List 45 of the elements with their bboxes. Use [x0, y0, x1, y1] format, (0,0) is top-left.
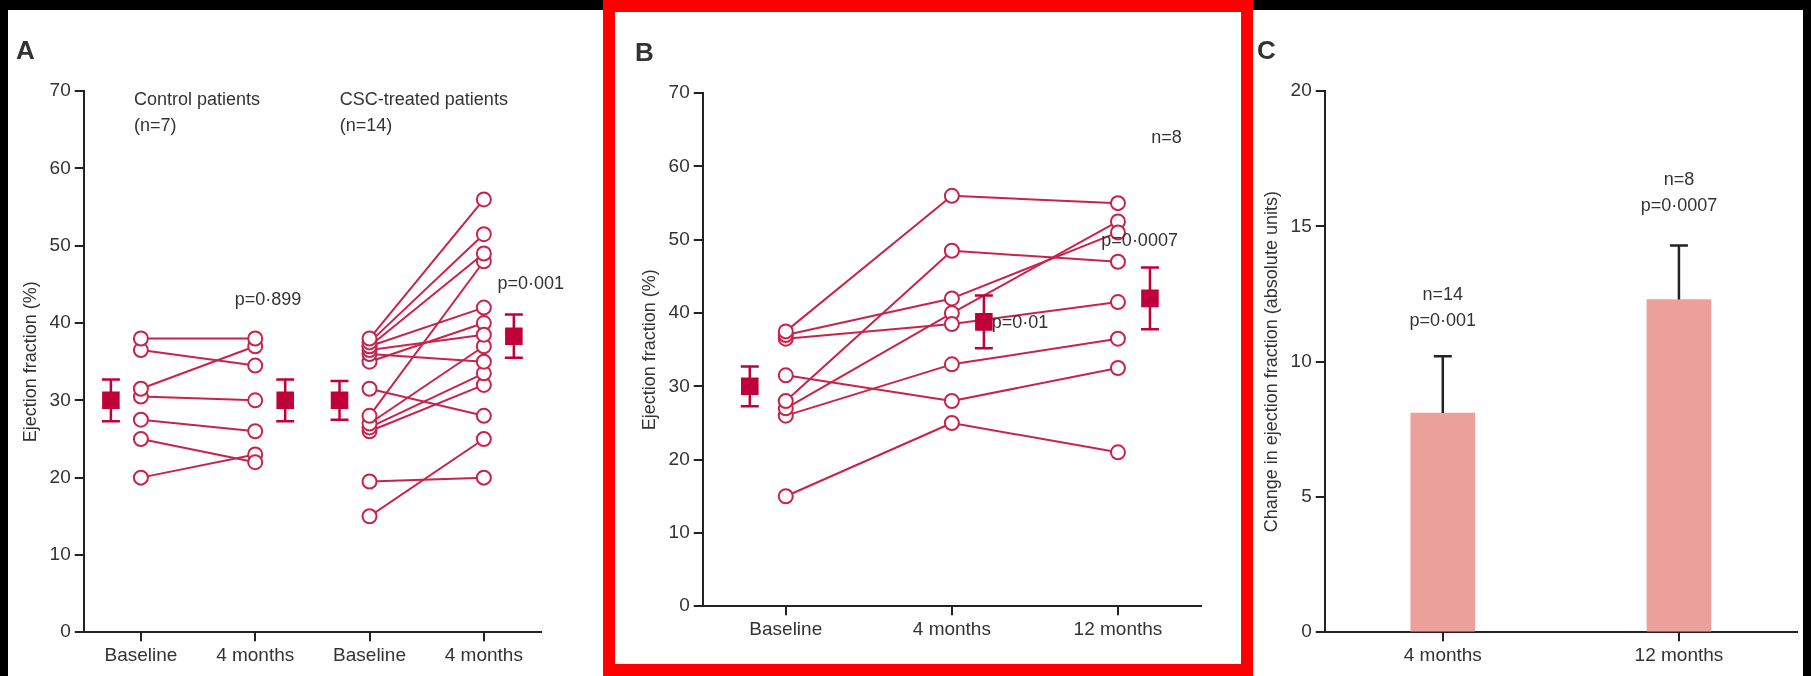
y-tick-label: 15 — [1290, 214, 1312, 236]
chart-title: A — [16, 34, 35, 65]
chart-title: B — [635, 36, 654, 67]
annotation: n=14 p=0·001 — [1409, 283, 1477, 330]
y-axis-title: Ejection fraction (%) — [638, 269, 659, 431]
annotation: n=8 — [1151, 127, 1182, 148]
y-tick-label: 70 — [668, 81, 690, 103]
x-tick-label: 12 months — [1073, 617, 1163, 639]
x-tick-label: 4 months — [1403, 643, 1482, 665]
x-tick-label: Baseline — [104, 643, 178, 665]
y-tick-label: 40 — [49, 311, 71, 333]
annotation: p=0·0007 — [1101, 229, 1178, 250]
y-tick-label: 70 — [49, 79, 71, 101]
y-tick-label: 50 — [49, 234, 71, 256]
x-tick-label: 4 months — [444, 643, 523, 665]
x-tick-label: 12 months — [1634, 643, 1724, 665]
y-tick-label: 0 — [1301, 620, 1312, 642]
y-tick-label: 20 — [49, 465, 71, 487]
chart-title: C — [1257, 34, 1276, 65]
y-tick-label: 30 — [668, 374, 690, 396]
y-tick-label: 10 — [1290, 349, 1312, 371]
x-tick-label: Baseline — [333, 643, 406, 665]
annotation: CSC-treated patients (n=14) — [339, 89, 508, 136]
y-tick-label: 10 — [668, 521, 690, 543]
y-tick-label: 20 — [668, 447, 690, 469]
y-tick-label: 5 — [1301, 485, 1312, 507]
y-tick-label: 60 — [49, 156, 71, 178]
annotation: p=0·899 — [234, 289, 302, 310]
y-axis-title: Ejection fraction (%) — [19, 281, 40, 443]
y-tick-label: 50 — [668, 228, 690, 250]
y-tick-label: 60 — [668, 154, 690, 176]
y-tick-label: 30 — [49, 388, 71, 410]
y-axis-title: Change in ejection fraction (absolute units) — [1260, 191, 1281, 533]
annotation: p=0·01 — [991, 311, 1049, 332]
y-tick-label: 10 — [49, 543, 71, 565]
x-tick-label: 4 months — [216, 643, 295, 665]
annotation: p=0·001 — [497, 273, 565, 294]
annotation: Control patients (n=7) — [134, 89, 261, 136]
x-tick-label: 4 months — [912, 617, 991, 639]
y-tick-label: 40 — [668, 301, 690, 323]
y-tick-label: 20 — [1290, 79, 1312, 101]
y-tick-label: 0 — [60, 620, 71, 642]
annotation: n=8 p=0·0007 — [1640, 168, 1718, 215]
y-tick-label: 0 — [679, 594, 690, 616]
x-tick-label: Baseline — [749, 617, 823, 639]
